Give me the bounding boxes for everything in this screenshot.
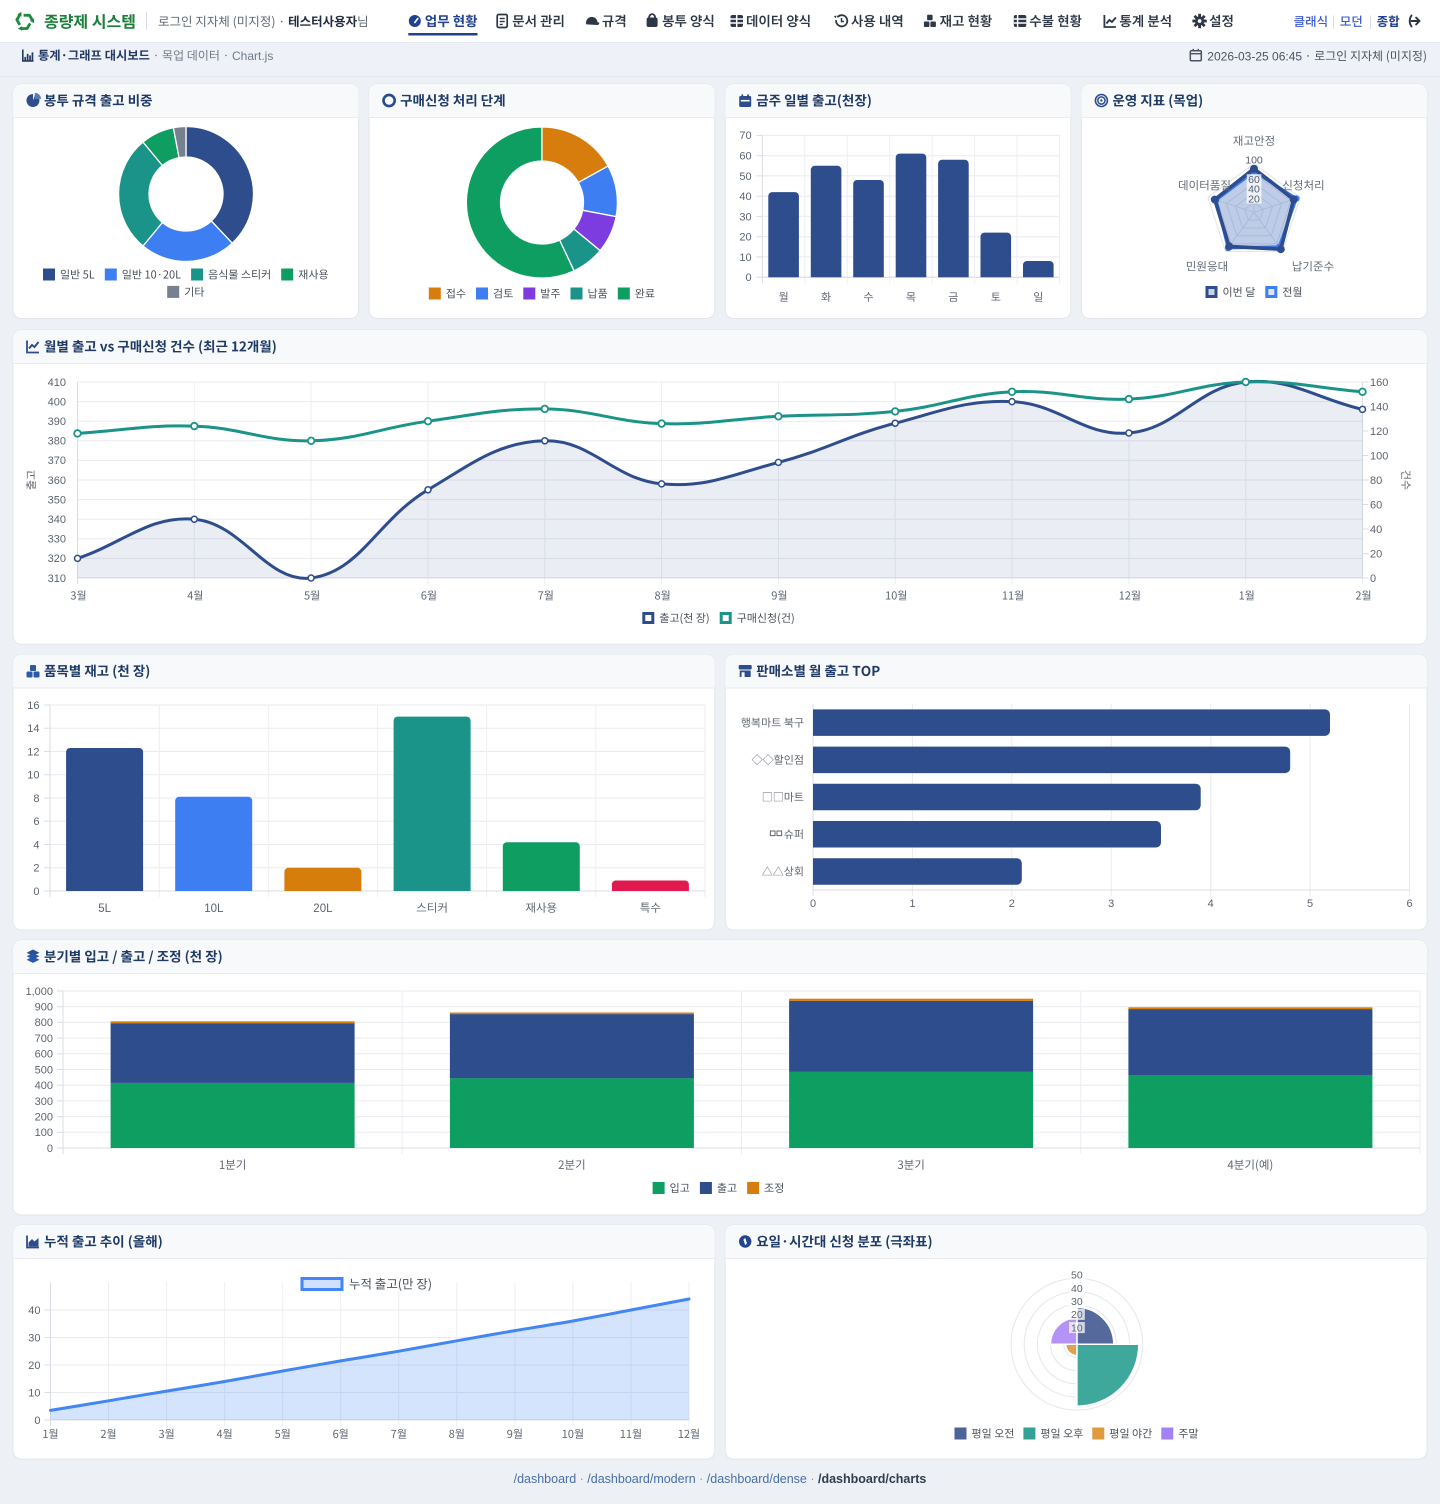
svg-text:120: 120: [1370, 426, 1388, 438]
svg-text:410: 410: [48, 377, 66, 389]
svg-text:320: 320: [48, 553, 66, 565]
svg-text:12: 12: [27, 746, 39, 758]
svg-text:6: 6: [1406, 898, 1412, 910]
svg-text:0: 0: [33, 886, 39, 898]
svg-text:340: 340: [48, 514, 66, 526]
svg-text:4: 4: [1208, 898, 1214, 910]
svg-text:100: 100: [1245, 155, 1263, 167]
svg-text:20: 20: [1071, 1309, 1083, 1321]
svg-text:10: 10: [28, 1387, 40, 1399]
svg-text:Chart.js: Chart.js: [232, 49, 273, 63]
svg-text:60: 60: [739, 151, 751, 163]
svg-text:200: 200: [35, 1111, 53, 1123]
svg-text:390: 390: [48, 416, 66, 428]
svg-text:40: 40: [739, 191, 751, 203]
svg-text:30: 30: [28, 1332, 40, 1344]
svg-text:8: 8: [33, 793, 39, 805]
svg-text:900: 900: [35, 1002, 53, 1014]
svg-text:6: 6: [33, 816, 39, 828]
svg-text:0: 0: [745, 272, 751, 284]
svg-text:380: 380: [48, 436, 66, 448]
svg-text:0: 0: [810, 898, 816, 910]
svg-text:30: 30: [739, 211, 751, 223]
svg-text:/dashboard/modern: /dashboard/modern: [587, 1472, 695, 1486]
svg-text:20L: 20L: [313, 903, 333, 915]
svg-text:700: 700: [35, 1033, 53, 1045]
svg-text:3: 3: [1108, 898, 1114, 910]
svg-text:0: 0: [47, 1143, 53, 1155]
svg-text:20: 20: [739, 232, 751, 244]
svg-text:360: 360: [48, 475, 66, 487]
svg-text:330: 330: [48, 534, 66, 546]
svg-text:·: ·: [696, 1472, 707, 1486]
svg-text:10: 10: [27, 770, 39, 782]
svg-text:4: 4: [33, 839, 39, 851]
svg-text:400: 400: [48, 397, 66, 409]
svg-text:40: 40: [28, 1305, 40, 1317]
svg-text:/dashboard/dense: /dashboard/dense: [707, 1472, 807, 1486]
svg-text:350: 350: [48, 495, 66, 507]
svg-text:20: 20: [1248, 193, 1260, 205]
svg-text:160: 160: [1370, 377, 1388, 389]
svg-text:60: 60: [1370, 499, 1382, 511]
svg-text:2: 2: [1009, 898, 1015, 910]
svg-text:300: 300: [35, 1096, 53, 1108]
svg-text:80: 80: [1370, 475, 1382, 487]
svg-text:5: 5: [1307, 898, 1313, 910]
svg-text:/dashboard: /dashboard: [514, 1472, 577, 1486]
svg-text:1,000: 1,000: [25, 986, 53, 998]
svg-text:20: 20: [28, 1360, 40, 1372]
svg-text:500: 500: [35, 1064, 53, 1076]
svg-text:100: 100: [35, 1127, 53, 1139]
svg-text:40: 40: [1248, 184, 1260, 196]
svg-text:40: 40: [1370, 524, 1382, 536]
svg-text:10: 10: [739, 252, 751, 264]
svg-text:·: ·: [807, 1472, 818, 1486]
svg-text:/dashboard/charts: /dashboard/charts: [818, 1472, 926, 1486]
svg-text:370: 370: [48, 455, 66, 467]
svg-text:2: 2: [33, 863, 39, 875]
svg-text:·: ·: [576, 1472, 587, 1486]
svg-text:1: 1: [909, 898, 915, 910]
svg-text:5L: 5L: [98, 903, 111, 915]
svg-text:0: 0: [34, 1415, 40, 1427]
svg-text:2026-03-25 06:45: 2026-03-25 06:45: [1207, 49, 1302, 63]
svg-text:0: 0: [1370, 573, 1376, 585]
svg-text:100: 100: [1370, 450, 1388, 462]
svg-text:400: 400: [35, 1080, 53, 1092]
svg-text:10: 10: [1071, 1322, 1083, 1334]
svg-text:60: 60: [1248, 174, 1260, 186]
svg-text:14: 14: [27, 723, 39, 735]
svg-text:140: 140: [1370, 401, 1388, 413]
svg-text:50: 50: [739, 171, 751, 183]
svg-text:800: 800: [35, 1017, 53, 1029]
svg-text:40: 40: [1071, 1283, 1083, 1295]
svg-text:310: 310: [48, 573, 66, 585]
svg-text:30: 30: [1071, 1296, 1083, 1308]
svg-text:10L: 10L: [204, 903, 224, 915]
svg-text:70: 70: [739, 130, 751, 142]
svg-text:20: 20: [1370, 548, 1382, 560]
svg-text:50: 50: [1071, 1270, 1083, 1282]
svg-text:16: 16: [27, 700, 39, 712]
svg-text:600: 600: [35, 1049, 53, 1061]
